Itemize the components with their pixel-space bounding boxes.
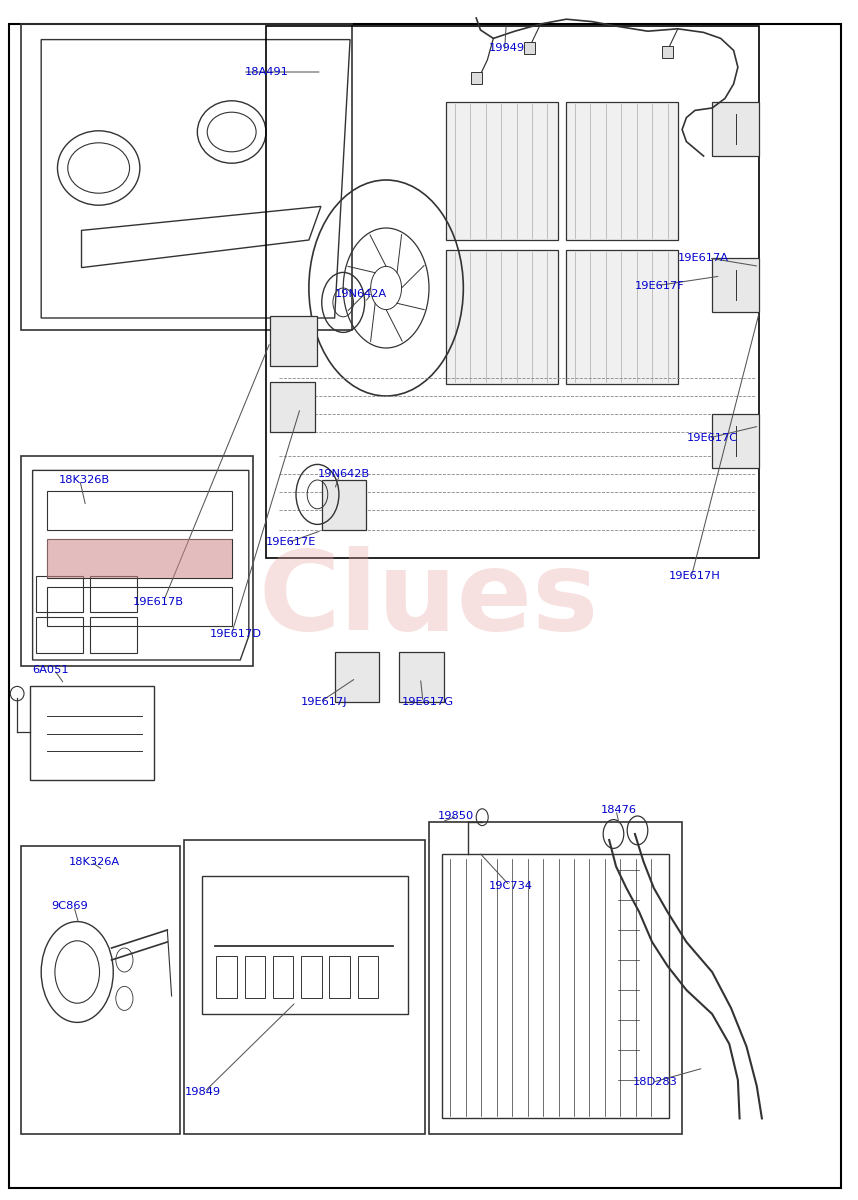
FancyBboxPatch shape: [712, 258, 759, 312]
FancyBboxPatch shape: [399, 652, 444, 702]
Text: 19E617F: 19E617F: [635, 281, 685, 290]
Text: 19849: 19849: [184, 1087, 221, 1097]
Text: 19E617D: 19E617D: [210, 629, 263, 638]
Text: Clues: Clues: [259, 546, 599, 654]
FancyBboxPatch shape: [712, 102, 759, 156]
Text: 19E617B: 19E617B: [133, 598, 184, 607]
FancyBboxPatch shape: [322, 480, 366, 530]
Text: 19E617C: 19E617C: [686, 433, 738, 443]
Text: 19C734: 19C734: [489, 881, 533, 890]
Text: 19E617E: 19E617E: [266, 538, 317, 547]
Text: 18476: 18476: [601, 805, 637, 815]
Text: 6A051: 6A051: [33, 665, 69, 674]
Text: 19N642A: 19N642A: [335, 289, 387, 299]
FancyBboxPatch shape: [270, 316, 317, 366]
Text: 19850: 19850: [438, 811, 474, 821]
FancyBboxPatch shape: [270, 382, 315, 432]
FancyBboxPatch shape: [446, 102, 558, 240]
Text: 19E617G: 19E617G: [402, 697, 454, 707]
FancyBboxPatch shape: [662, 46, 673, 58]
Text: 19E617A: 19E617A: [678, 253, 728, 263]
Text: 19949: 19949: [489, 43, 525, 53]
Text: 9C869: 9C869: [51, 901, 88, 911]
Text: 19N642B: 19N642B: [317, 469, 370, 479]
FancyBboxPatch shape: [566, 250, 678, 384]
Text: 19E617H: 19E617H: [669, 571, 721, 581]
Text: 18D283: 18D283: [633, 1078, 678, 1087]
FancyBboxPatch shape: [712, 414, 759, 468]
FancyBboxPatch shape: [471, 72, 482, 84]
Text: 18K326A: 18K326A: [69, 857, 120, 866]
Text: 18A491: 18A491: [245, 67, 288, 77]
FancyBboxPatch shape: [47, 539, 232, 578]
FancyBboxPatch shape: [335, 652, 379, 702]
FancyBboxPatch shape: [566, 102, 678, 240]
Text: 18K326B: 18K326B: [58, 475, 110, 485]
Text: 19E617J: 19E617J: [300, 697, 347, 707]
FancyBboxPatch shape: [446, 250, 558, 384]
FancyBboxPatch shape: [524, 42, 535, 54]
